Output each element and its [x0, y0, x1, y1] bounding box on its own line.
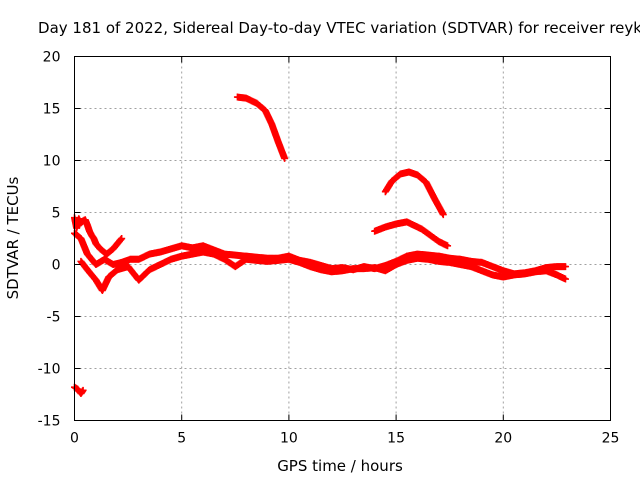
series-lower-band [77, 248, 569, 294]
data-point [409, 221, 425, 233]
x-tick-label: 25 [602, 431, 620, 447]
data-point [396, 168, 412, 178]
data-point [103, 246, 116, 258]
data-point [274, 255, 292, 264]
data-point [135, 267, 153, 284]
data-point [426, 231, 442, 245]
plot-frame [74, 56, 611, 421]
data-point [561, 263, 569, 271]
chart-title: Day 181 of 2022, Sidereal Day-to-day VTE… [38, 19, 640, 37]
plus-marker [444, 242, 452, 250]
data-point [274, 138, 288, 161]
plus-marker [561, 263, 569, 271]
axis-ticks: 0 5 10 15 20 25 -15 -10 -5 0 5 10 15 20 [38, 50, 620, 447]
grid-lines [74, 56, 611, 421]
data-point [392, 257, 410, 268]
data-point [439, 211, 447, 219]
data-point [456, 261, 474, 270]
data-point [444, 242, 452, 250]
series-early-negative [71, 383, 87, 397]
y-axis-label: SDTVAR / TECUs [4, 176, 22, 299]
data-point [242, 94, 260, 107]
y-tick-label: 5 [52, 206, 61, 222]
x-axis-label: GPS time / hours [277, 457, 403, 475]
data-point [221, 250, 238, 259]
data-point [126, 255, 142, 263]
data-point [79, 386, 87, 394]
data-point [156, 256, 174, 268]
data-point [349, 265, 367, 273]
data-point [306, 258, 324, 269]
data-point [105, 266, 121, 281]
data-point [281, 154, 289, 162]
data-point [113, 263, 131, 274]
data-point [467, 263, 485, 274]
data-point [83, 266, 99, 283]
series-arc-low [371, 218, 452, 250]
data-point [178, 250, 195, 260]
series-early-spread [71, 214, 126, 258]
x-tick-label: 5 [177, 431, 186, 447]
data-point [77, 235, 91, 257]
plus-marker [79, 386, 87, 394]
y-tick-label: 10 [43, 154, 61, 170]
x-tick-label: 0 [70, 431, 79, 447]
data-point [146, 248, 163, 258]
data-point [268, 120, 282, 145]
series-arc-mid [381, 168, 447, 219]
x-tick-label: 15 [387, 431, 405, 447]
data-point [489, 263, 506, 274]
data-point [118, 235, 126, 242]
data-marks [71, 93, 569, 397]
x-tick-label: 20 [494, 431, 512, 447]
series-arc-high [233, 93, 289, 162]
y-tick-label: -15 [38, 414, 61, 430]
data-point [306, 263, 324, 273]
y-tick-label: 15 [43, 102, 61, 118]
data-point [146, 261, 163, 274]
plus-marker [561, 275, 569, 283]
y-tick-label: 20 [43, 50, 61, 66]
data-point [561, 275, 569, 283]
y-tick-label: -10 [38, 362, 61, 378]
plus-marker [118, 235, 126, 242]
data-point [553, 271, 568, 283]
data-point [118, 256, 133, 266]
data-point [531, 267, 549, 276]
plus-marker [281, 154, 289, 162]
data-point [92, 240, 104, 252]
y-tick-label: 0 [52, 258, 61, 274]
x-tick-label: 10 [280, 431, 298, 447]
data-point [188, 248, 206, 258]
data-point [328, 267, 345, 276]
y-tick-label: -5 [47, 310, 61, 326]
plus-marker [439, 211, 447, 219]
